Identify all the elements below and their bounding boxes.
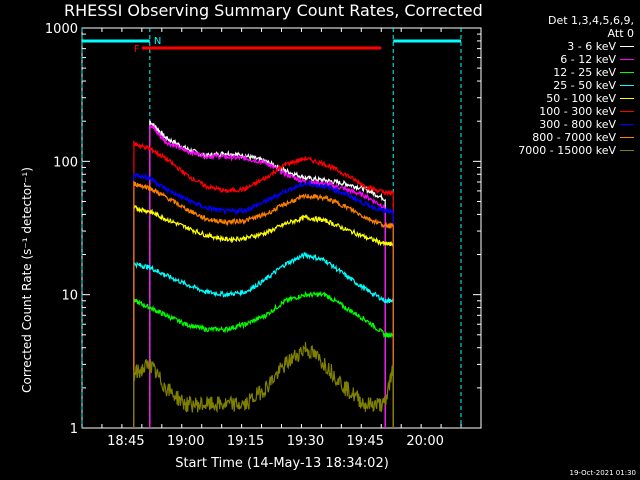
x-tick-label: 19:00 <box>167 434 204 449</box>
series-line <box>133 342 394 428</box>
series-line <box>133 180 394 428</box>
render-timestamp: 19-Oct-2021 01:30 <box>569 469 636 477</box>
legend-item-label: 3 - 6 keV <box>567 40 616 53</box>
legend-item-label: 7000 - 15000 keV <box>518 144 616 157</box>
series-line <box>133 251 394 428</box>
legend-swatch <box>620 150 634 151</box>
x-tick-label: 19:15 <box>227 434 264 449</box>
x-tick-label: 18:45 <box>107 434 144 449</box>
x-tick-label: 20:00 <box>406 434 443 449</box>
legend-item: 800 - 7000 keV <box>484 131 634 144</box>
legend-item: 300 - 800 keV <box>484 118 634 131</box>
legend-swatch <box>620 124 634 125</box>
y-tick-label: 1 <box>70 422 78 437</box>
legend-item-label: 100 - 300 keV <box>539 105 616 118</box>
night-flag-label: N <box>154 36 161 47</box>
chart-title: RHESSI Observing Summary Count Rates, Co… <box>64 1 483 20</box>
legend-item-label: 800 - 7000 keV <box>532 131 616 144</box>
legend-swatch <box>620 59 634 60</box>
series-line <box>133 204 394 428</box>
series-line <box>133 139 394 428</box>
legend-header-1: Det 1,3,4,5,6,9, <box>547 14 634 27</box>
legend-item: 7000 - 15000 keV <box>484 144 634 157</box>
legend-swatch <box>620 98 634 99</box>
legend-item: 50 - 100 keV <box>484 92 634 105</box>
y-axis-label: Corrected Count Rate (s⁻¹ detector⁻¹) <box>20 167 34 393</box>
legend-swatch <box>620 72 634 73</box>
x-tick-label: 19:45 <box>347 434 384 449</box>
legend-header-2: Att 0 <box>607 27 634 40</box>
legend-item: 12 - 25 keV <box>484 66 634 79</box>
legend-item-label: 6 - 12 keV <box>560 53 616 66</box>
legend-swatch <box>620 111 634 112</box>
y-tick-label: 10 <box>61 289 78 304</box>
series-line <box>133 290 394 428</box>
legend-item-label: 300 - 800 keV <box>539 118 616 131</box>
series-line <box>149 124 386 428</box>
series-line <box>149 120 386 428</box>
x-tick-label: 19:30 <box>287 434 324 449</box>
y-tick-label: 1000 <box>45 22 78 37</box>
legend-item: 25 - 50 keV <box>484 79 634 92</box>
legend-item: 3 - 6 keV <box>484 40 634 53</box>
legend-item-label: 50 - 100 keV <box>546 92 616 105</box>
legend-item-label: 12 - 25 keV <box>553 66 616 79</box>
x-axis-label: Start Time (14-May-13 18:34:02) <box>175 456 389 471</box>
legend-swatch <box>620 46 634 47</box>
legend-swatch <box>620 85 634 86</box>
flare-flag-label: F <box>134 44 140 55</box>
legend-item: 6 - 12 keV <box>484 53 634 66</box>
legend-item: 100 - 300 keV <box>484 105 634 118</box>
y-tick-label: 100 <box>53 155 78 170</box>
legend: Det 1,3,4,5,6,9, Att 0 3 - 6 keV 6 - 12 k… <box>484 14 634 157</box>
legend-swatch <box>620 137 634 138</box>
series-line <box>133 172 394 428</box>
legend-item-label: 25 - 50 keV <box>553 79 616 92</box>
